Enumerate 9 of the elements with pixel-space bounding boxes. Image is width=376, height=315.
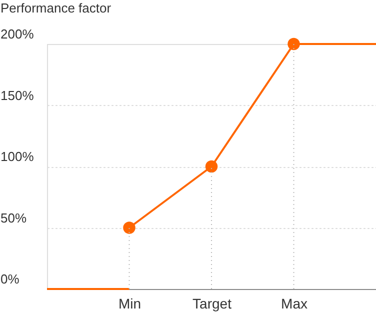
y-tick-label: 0% [0, 272, 20, 286]
y-tick-label: 150% [0, 88, 34, 103]
y-tick-label: 200% [0, 26, 34, 42]
x-tick-label: Target [192, 296, 232, 312]
y-tick-label: 100% [0, 149, 34, 164]
y-tick-label: 50% [0, 210, 27, 226]
y-axis-title: Performance factor [0, 0, 112, 16]
x-tick-label: Max [281, 296, 308, 312]
x-tick-label: Min [118, 296, 142, 312]
